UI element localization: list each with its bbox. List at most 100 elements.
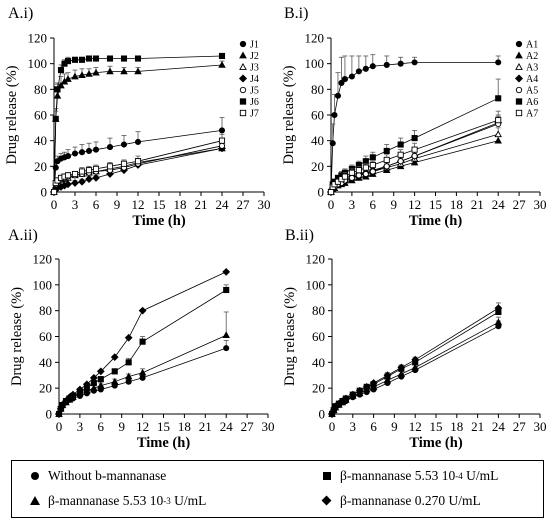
panel-label: A.ii): [8, 227, 38, 244]
data-point: [92, 165, 100, 172]
x-tick-label: 0: [56, 419, 63, 434]
data-point: [92, 146, 100, 153]
data-point: [71, 170, 79, 178]
y-tick-label: 80: [311, 82, 324, 97]
data-point: [85, 147, 93, 154]
data-point: [383, 147, 390, 154]
y-tick-label: 100: [33, 277, 53, 292]
data-point: [134, 138, 142, 145]
data-point: [369, 161, 376, 169]
x-tick-label: 6: [93, 197, 100, 212]
data-point: [397, 60, 404, 67]
x-tick-label: 0: [51, 197, 58, 212]
x-tick-label: 21: [471, 419, 484, 434]
shared-legend: Without b-mannanase β-mannanase 5.53 10-…: [11, 460, 544, 518]
x-tick-label: 15: [430, 419, 443, 434]
data-point: [369, 379, 378, 387]
data-point: [64, 172, 72, 179]
data-point: [71, 150, 79, 157]
x-tick-label: 15: [157, 419, 170, 434]
legend-label: J5: [250, 86, 259, 97]
data-point: [218, 137, 226, 144]
y-tick-label: 40: [311, 133, 324, 148]
y-tick-label: 120: [306, 252, 326, 267]
x-tick-label: 15: [429, 197, 442, 212]
y-tick-label: 100: [305, 56, 325, 71]
y-tick-label: 80: [312, 303, 325, 318]
legend-marker: [239, 86, 247, 94]
x-tick-label: 3: [72, 197, 79, 212]
legend-unit: U/mL: [462, 468, 499, 483]
data-point: [218, 52, 226, 60]
data-point: [383, 376, 392, 384]
x-tick-label: 9: [391, 419, 398, 434]
x-tick-label: 21: [195, 197, 208, 212]
data-point: [124, 333, 133, 342]
data-point: [341, 173, 348, 180]
x-tick-label: 3: [77, 419, 84, 434]
y-tick-label: 120: [33, 252, 53, 267]
x-tick-label: 12: [409, 419, 422, 434]
x-tick-label: 18: [174, 197, 187, 212]
x-tick-label: 9: [114, 197, 121, 212]
x-tick-label: 3: [349, 197, 356, 212]
legend-unit: U/mL: [170, 493, 207, 508]
square-marker-icon: [320, 469, 334, 483]
y-tick-label: 0: [46, 407, 53, 422]
legend-label: β-mannanase 5.53 10: [48, 493, 164, 508]
legend-item-0270: β-mannanase 0.270 U/mL: [320, 493, 481, 509]
data-point: [106, 67, 114, 75]
data-point: [78, 149, 86, 156]
x-tick-label: 24: [216, 197, 230, 212]
y-tick-label: 20: [39, 381, 52, 396]
data-point: [58, 401, 67, 409]
series-1: [55, 311, 230, 417]
data-point: [78, 56, 86, 63]
series-line: [58, 347, 227, 415]
legend-exponent: -3: [163, 496, 171, 506]
legend-marker: [515, 51, 523, 59]
y-tick-label: 20: [34, 159, 47, 174]
data-point: [397, 363, 406, 372]
data-point: [134, 67, 142, 75]
data-point: [50, 188, 58, 196]
legend-marker: [515, 86, 523, 94]
data-point: [327, 188, 335, 196]
data-point: [64, 153, 72, 160]
y-tick-label: 80: [34, 82, 47, 97]
data-point: [71, 56, 79, 63]
x-tick-label: 0: [328, 197, 335, 212]
x-tick-label: 30: [534, 419, 547, 434]
legend-label: A6: [526, 97, 538, 108]
data-point: [397, 151, 404, 158]
legend-label: J6: [250, 97, 259, 108]
legend-label: A4: [526, 74, 538, 85]
data-point: [106, 55, 114, 62]
data-point: [383, 371, 392, 380]
data-point: [495, 95, 502, 102]
x-axis-label: Time (h): [409, 213, 462, 229]
legend-label: J3: [250, 63, 259, 74]
legend-marker: [515, 62, 523, 70]
data-point: [76, 385, 84, 394]
legend-marker: [239, 62, 247, 70]
data-point: [369, 63, 376, 70]
data-point: [85, 167, 93, 174]
data-point: [120, 55, 128, 62]
data-point: [494, 130, 502, 138]
x-axis-label: Time (h): [132, 213, 185, 229]
y-tick-label: 60: [34, 108, 47, 123]
series-6: [327, 110, 502, 196]
data-point: [120, 67, 128, 75]
data-point: [329, 140, 336, 147]
data-point: [411, 153, 418, 160]
y-tick-label: 0: [318, 185, 325, 200]
data-point: [78, 168, 86, 175]
legend-item-without: Without b-mannanase: [28, 468, 166, 484]
x-tick-label: 27: [241, 419, 255, 434]
y-axis-label: Drug release (%): [4, 65, 20, 164]
series-3: [328, 302, 503, 418]
